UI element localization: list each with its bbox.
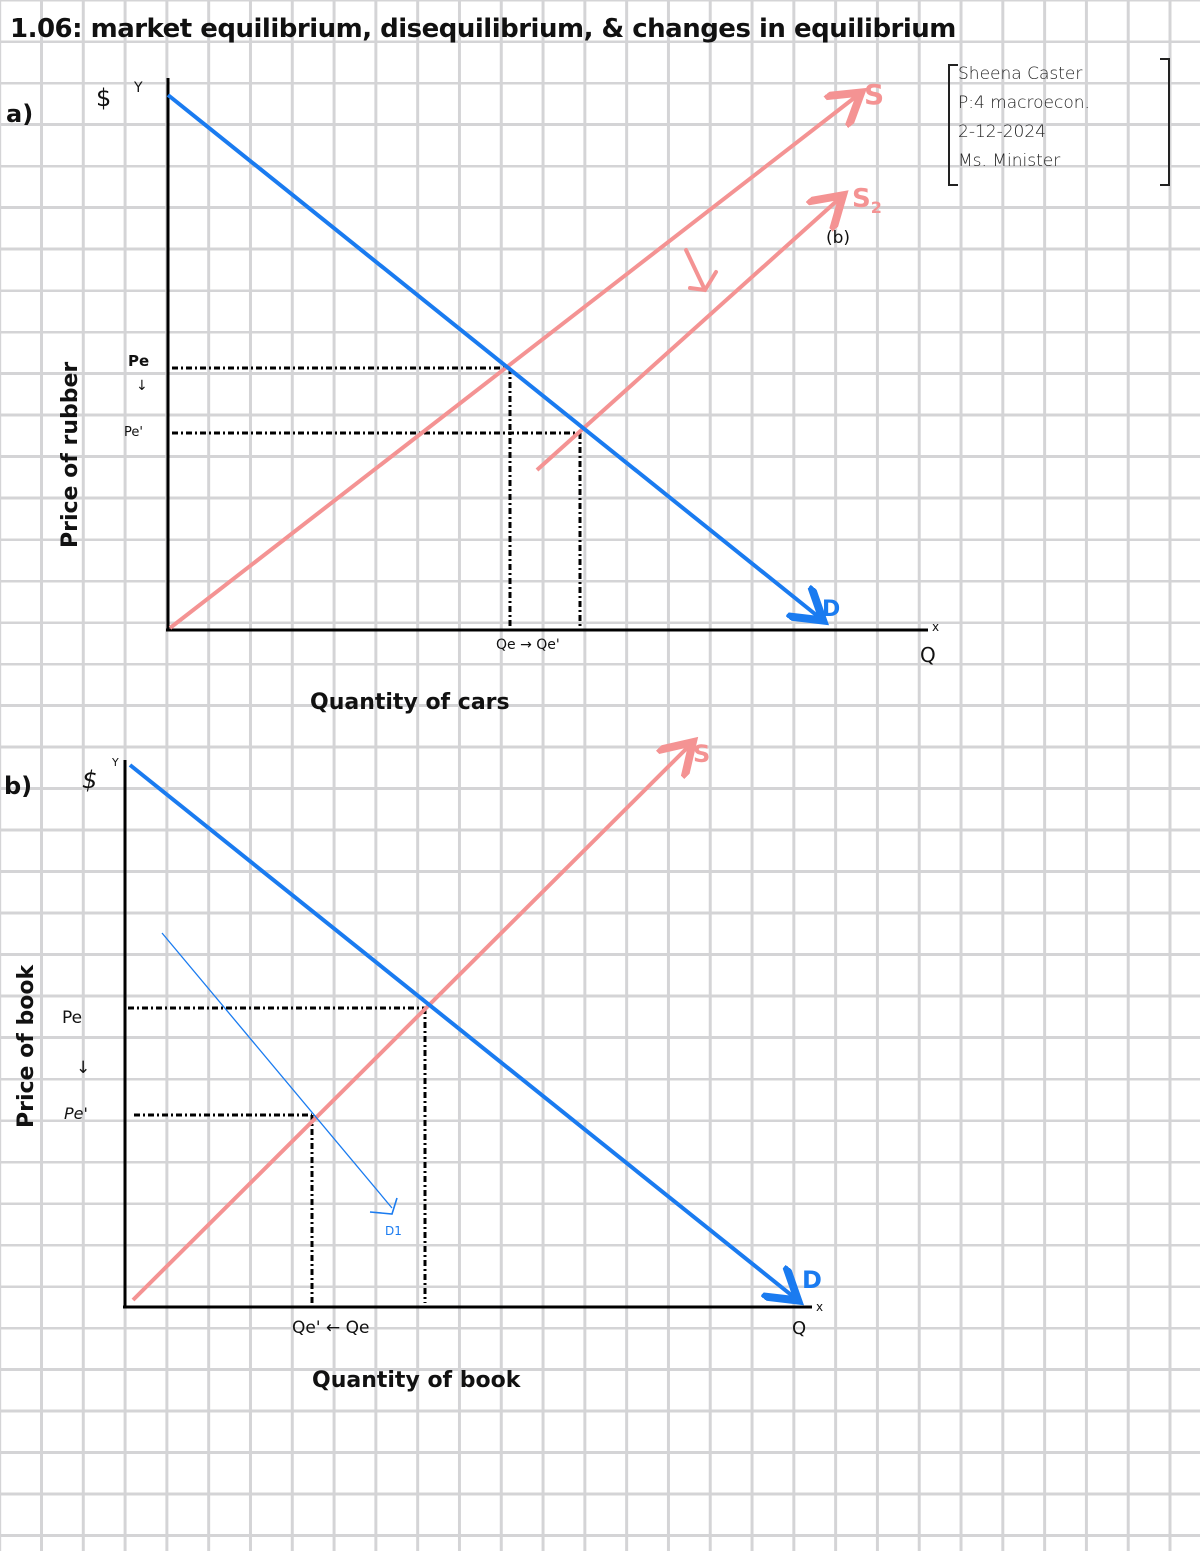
qe-labels: Qe → Qe' [496, 637, 560, 653]
demand1-label: D1 [385, 1224, 402, 1238]
x-axis-letter: x [932, 620, 940, 634]
y-axis-title: Price of book [14, 964, 39, 1128]
pe-label: Pe [128, 352, 150, 370]
right-bracket [1160, 58, 1170, 186]
pe2-label: Pe' [124, 425, 143, 440]
x-axis-title: Quantity of cars [310, 690, 510, 715]
q-axis-letter: Q [920, 643, 936, 667]
x-axis-title: Quantity of book [312, 1368, 521, 1393]
teacher-name: Ms. Minister [958, 151, 1061, 171]
demand-label: D [802, 1266, 822, 1294]
part-a-label: a) [6, 100, 34, 128]
supply2-note: (b) [826, 228, 851, 248]
x-axis-letter: x [816, 1300, 824, 1314]
student-info-box: Sheena Caster P:4 macroecon. 2-12-2024 M… [948, 58, 1170, 186]
q-axis-letter: Q [792, 1318, 807, 1339]
y-axis-letter: Y [134, 80, 143, 96]
supply2-label: S2 [852, 184, 882, 218]
demand-curve [166, 93, 820, 618]
demand1-curve [161, 932, 393, 1209]
qe-labels: Qe' ← Qe [292, 1318, 370, 1338]
demand1-arrowhead-icon [369, 1197, 398, 1215]
chart-b [123, 745, 812, 1309]
y-axis-letter: Y [112, 756, 119, 769]
student-name: Sheena Caster [958, 64, 1083, 84]
supply2-curve [535, 198, 840, 472]
demand-label: D [822, 597, 841, 622]
down-arrow-icon: ↓ [76, 1058, 91, 1078]
supply-curve [131, 745, 690, 1302]
class-period: P:4 macroecon. [958, 93, 1090, 113]
shift-arrow-icon [684, 248, 718, 293]
y-axis-title: Price of rubber [58, 361, 83, 548]
supply-curve [168, 95, 858, 630]
page-title: 1.06: market equilibrium, disequilibrium… [10, 14, 956, 44]
dollar-icon: $ [96, 84, 112, 112]
demand-curve [128, 763, 795, 1298]
part-b-label: b) [4, 772, 33, 800]
pe2-label: Pe' [64, 1104, 88, 1123]
supply-label: S [693, 740, 711, 768]
left-bracket [948, 64, 958, 186]
pe-label: Pe [62, 1008, 83, 1028]
dollar-icon: $ [82, 766, 98, 794]
supply-label: S [864, 78, 885, 111]
down-arrow-icon: ↓ [136, 378, 148, 394]
chart-a [166, 78, 928, 632]
date: 2-12-2024 [958, 122, 1046, 142]
